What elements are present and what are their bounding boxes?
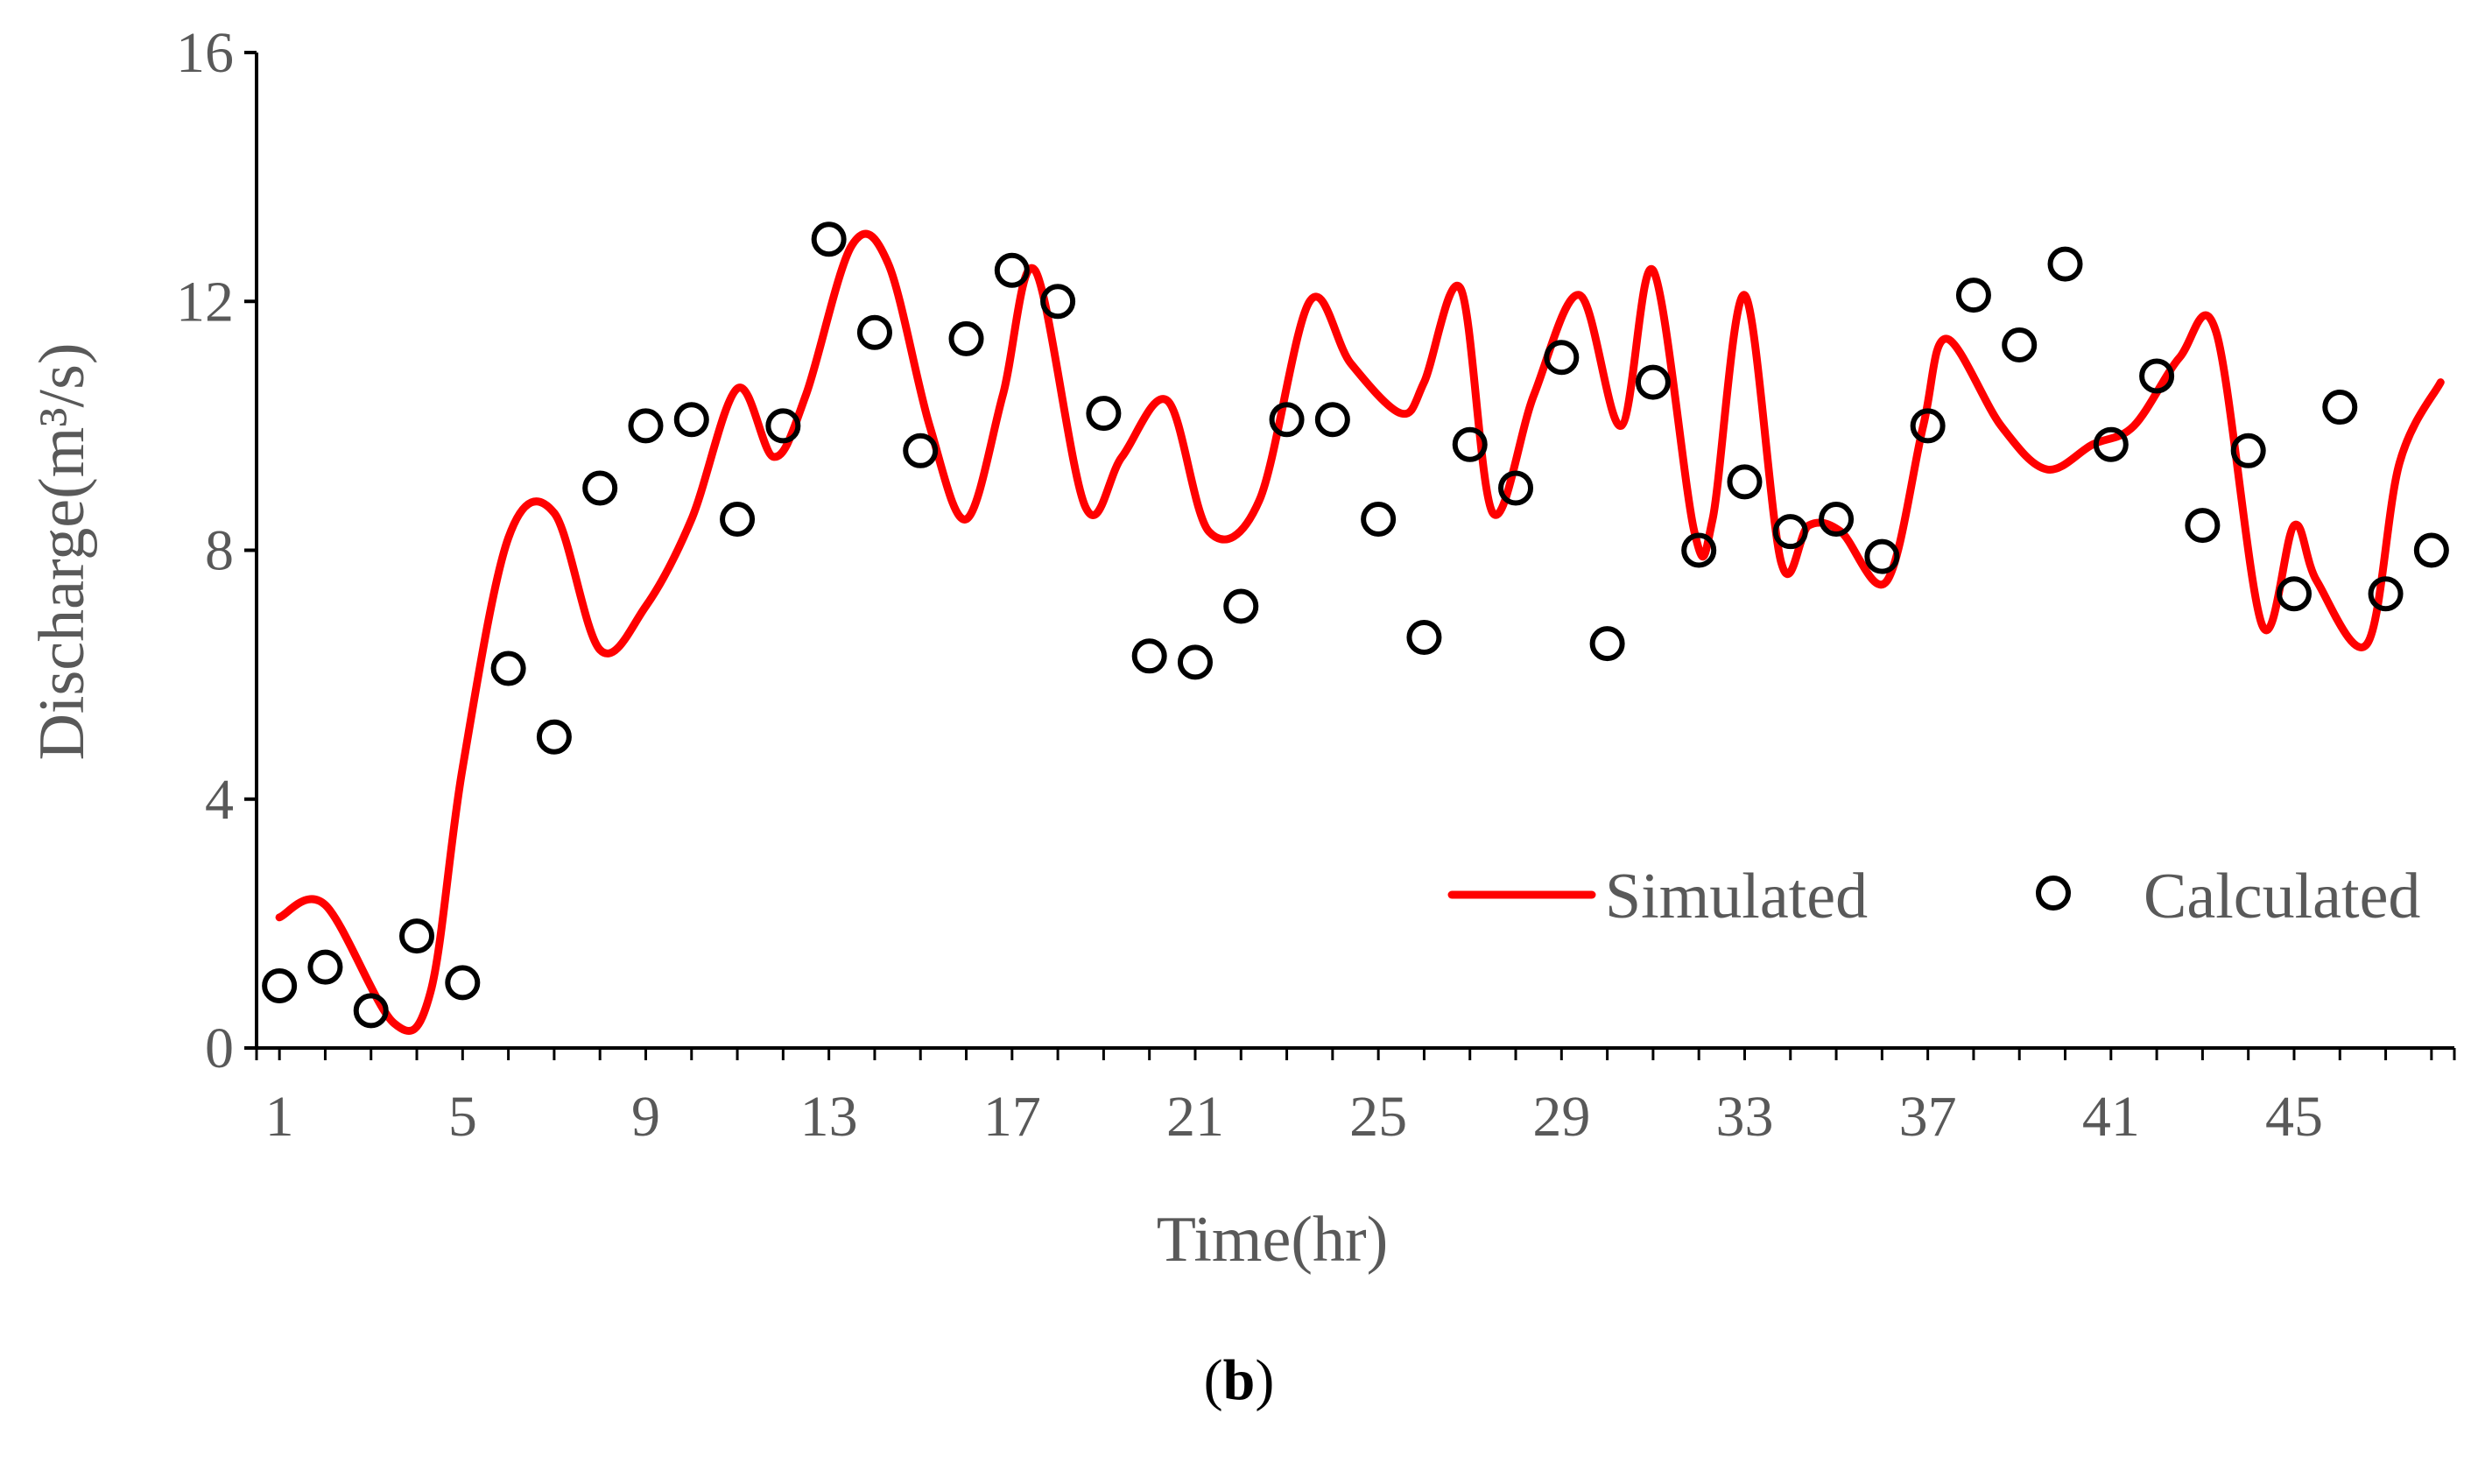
x-tick-label: 17 <box>983 1085 1041 1149</box>
calculated-point <box>1635 364 1671 400</box>
calculated-point <box>856 314 892 350</box>
x-tick-label: 33 <box>1715 1085 1773 1149</box>
y-tick-label: 12 <box>176 270 234 334</box>
calculated-point <box>1361 501 1397 537</box>
calculated-point <box>1086 396 1122 432</box>
x-tick-label: 9 <box>631 1085 660 1149</box>
calculated-point <box>994 252 1030 288</box>
x-axis-title: Time(hr) <box>1157 1204 1389 1276</box>
calculated-point <box>2413 532 2449 568</box>
calculated-point <box>353 993 389 1029</box>
calculated-point <box>2093 426 2129 462</box>
legend: Simulated Calculated <box>1447 861 2420 932</box>
calculated-point <box>1452 426 1488 462</box>
panel-label-close: ) <box>1255 1348 1274 1412</box>
panel-label-open: ( <box>1204 1348 1223 1412</box>
calculated-point <box>399 918 435 954</box>
calculated-point <box>1910 408 1946 444</box>
calculated-point <box>2139 358 2175 394</box>
calculated-point <box>2368 576 2404 612</box>
calculated-point <box>536 719 572 755</box>
calculated-point <box>2002 327 2038 362</box>
calculated-point <box>307 949 343 985</box>
calculated-point <box>262 967 298 1003</box>
calculated-point <box>1819 501 1855 537</box>
calculated-point <box>1406 619 1442 655</box>
series-line-simulated <box>275 229 2445 1035</box>
calculated-point <box>720 501 756 537</box>
calculated-point <box>490 651 526 686</box>
panel-label-letter: b <box>1223 1348 1256 1412</box>
calculated-point <box>1223 588 1259 624</box>
calculated-point <box>1040 284 1076 320</box>
y-tick-label: 0 <box>205 1016 234 1080</box>
calculated-point <box>1864 538 1900 574</box>
y-tick-label: 16 <box>176 21 234 85</box>
calculated-point <box>2322 390 2358 426</box>
calculated-point <box>1498 470 1534 506</box>
calculated-point <box>1131 638 1167 674</box>
x-tick-label: 5 <box>448 1085 477 1149</box>
calculated-point <box>1544 340 1580 376</box>
calculated-point <box>1269 402 1305 438</box>
legend-calculated-marker <box>2036 876 2071 911</box>
calculated-point <box>1177 644 1213 680</box>
legend-calculated-label: Calculated <box>2144 861 2420 932</box>
calculated-point <box>765 408 801 444</box>
calculated-point <box>628 408 664 444</box>
calculated-point <box>1589 626 1625 662</box>
calculated-point <box>445 965 481 1001</box>
calculated-point <box>2047 246 2083 282</box>
panel-label: (b) <box>1204 1348 1275 1412</box>
calculated-point <box>1314 402 1350 438</box>
legend-simulated-label: Simulated <box>1605 861 1868 932</box>
axes: 0 4 8 12 16 1 5 9 13 17 21 25 29 33 37 41 45 <box>176 21 2456 1149</box>
y-tick-label: 8 <box>205 519 234 583</box>
x-tick-label: 13 <box>800 1085 858 1149</box>
x-tick-label: 37 <box>1899 1085 1957 1149</box>
x-ticks: 1 5 9 13 17 21 25 29 33 37 41 45 <box>255 1048 2456 1149</box>
calculated-point <box>582 470 618 506</box>
x-tick-label: 25 <box>1349 1085 1407 1149</box>
calculated-point <box>903 433 939 468</box>
calculated-point <box>2230 433 2266 468</box>
calculated-point <box>1681 532 1717 568</box>
x-tick-label: 1 <box>265 1085 294 1149</box>
calculated-point <box>1727 464 1763 500</box>
y-tick-label: 4 <box>205 768 234 832</box>
series-calculated-points <box>262 222 2449 1029</box>
y-ticks: 0 4 8 12 16 <box>176 21 257 1080</box>
x-tick-label: 29 <box>1532 1085 1590 1149</box>
calculated-point <box>1772 514 1808 550</box>
y-axis-title: Discharge(m³/s) <box>26 342 98 760</box>
calculated-point <box>2276 576 2312 612</box>
x-tick-label: 41 <box>2082 1085 2140 1149</box>
x-tick-label: 45 <box>2265 1085 2323 1149</box>
calculated-point <box>673 402 709 438</box>
calculated-point <box>948 320 984 356</box>
calculated-point <box>1955 278 1991 313</box>
calculated-point <box>2185 508 2221 544</box>
x-tick-label: 21 <box>1166 1085 1224 1149</box>
calculated-point <box>811 222 847 257</box>
plot-area <box>262 222 2449 1035</box>
